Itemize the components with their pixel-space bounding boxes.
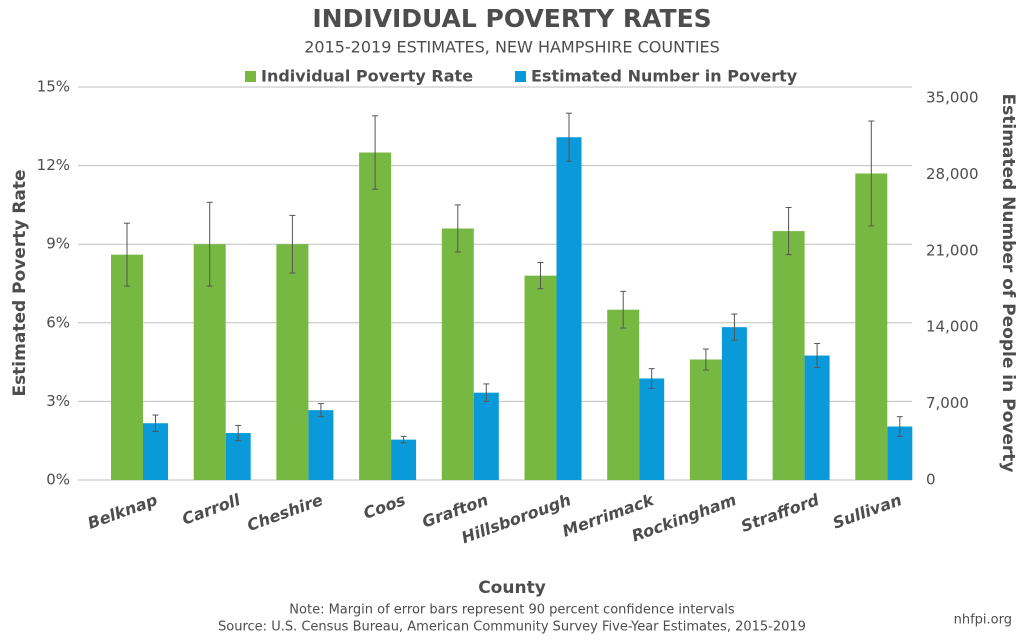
chart-subtitle: 2015-2019 ESTIMATES, NEW HAMPSHIRE COUNT… xyxy=(304,38,720,57)
bar xyxy=(143,423,168,480)
y-tick-label: 3% xyxy=(46,392,70,410)
bar xyxy=(111,254,143,480)
chart-title: INDIVIDUAL POVERTY RATES xyxy=(312,4,711,33)
error-bar xyxy=(896,416,903,437)
error-bar xyxy=(454,204,461,253)
error-bar xyxy=(702,348,709,371)
error-bar xyxy=(372,115,379,190)
y-tick-label: 12% xyxy=(37,156,70,174)
y2-tick-label: 14,000 xyxy=(926,318,979,336)
error-bar xyxy=(483,383,490,402)
y2-axis-title: Estimated Number of People in Poverty xyxy=(998,94,1018,473)
bar xyxy=(524,275,557,480)
y2-tick-label: 21,000 xyxy=(926,241,979,259)
bar xyxy=(639,378,665,480)
error-bar xyxy=(814,343,821,369)
bar xyxy=(359,152,392,480)
error-bar xyxy=(731,313,738,341)
x-tick-label: Carroll xyxy=(179,490,243,529)
legend-label: Individual Poverty Rate xyxy=(261,67,473,86)
error-bar xyxy=(235,424,242,442)
y2-tick-label: 35,000 xyxy=(926,88,979,106)
x-tick-label: Cheshire xyxy=(244,490,325,535)
error-bar xyxy=(566,112,572,162)
bar xyxy=(391,439,417,480)
bar xyxy=(689,359,722,480)
y-tick-label: 0% xyxy=(46,471,70,489)
y-tick-label: 9% xyxy=(46,235,70,253)
bar xyxy=(804,355,830,480)
error-bar xyxy=(400,435,407,444)
error-bar xyxy=(620,290,627,329)
error-bar xyxy=(868,120,875,227)
y2-tick-label: 0 xyxy=(926,471,936,489)
y2-tick-label: 7,000 xyxy=(926,394,969,412)
x-tick-label: Sullivan xyxy=(830,490,904,532)
bar xyxy=(556,137,582,480)
y2-tick-label: 28,000 xyxy=(926,165,979,183)
source: Source: U.S. Census Bureau, American Com… xyxy=(218,620,806,635)
bar xyxy=(607,309,640,480)
bar xyxy=(276,244,309,480)
x-axis-title: County xyxy=(478,578,546,598)
error-bar xyxy=(648,368,655,389)
legend-swatch xyxy=(245,71,256,82)
x-tick-label: Belknap xyxy=(85,490,160,533)
credit: nhfpi.org xyxy=(954,613,1012,628)
x-tick-label: Strafford xyxy=(738,490,822,536)
y-tick-label: 15% xyxy=(37,78,70,96)
bar xyxy=(772,231,805,480)
y-axis-title: Estimated Poverty Rate xyxy=(10,169,30,396)
legend-swatch xyxy=(515,71,526,82)
bar xyxy=(473,392,499,480)
error-bar xyxy=(124,222,130,287)
error-bar xyxy=(289,214,296,274)
x-tick-label: Coos xyxy=(361,490,408,523)
y-tick-label: 6% xyxy=(46,313,70,331)
legend-label: Estimated Number in Poverty xyxy=(531,67,798,86)
note: Note: Margin of error bars represent 90 … xyxy=(289,603,735,618)
bar xyxy=(441,228,474,480)
error-bar xyxy=(785,207,792,256)
error-bar xyxy=(152,414,159,432)
error-bar xyxy=(206,201,213,287)
error-bar xyxy=(317,403,324,418)
error-bar xyxy=(537,262,544,290)
bar xyxy=(721,327,747,480)
bar xyxy=(308,410,334,480)
